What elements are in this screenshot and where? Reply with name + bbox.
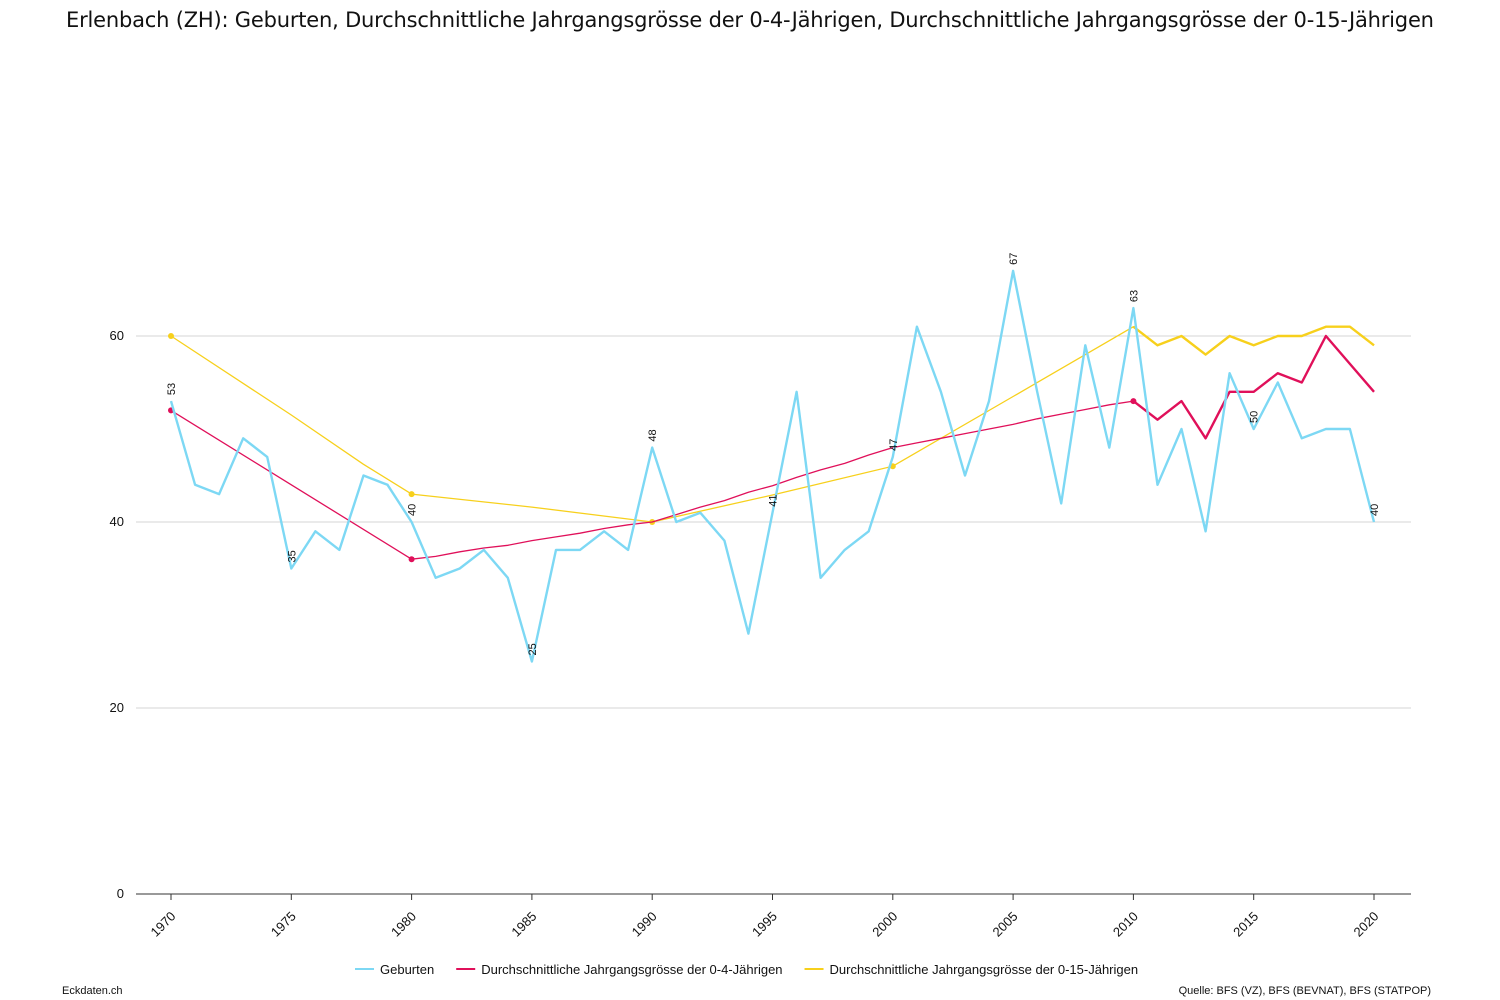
- x-tick-label: 2005: [990, 909, 1021, 940]
- series-line-avg015: [170, 326, 1375, 523]
- series-line-avg04: [170, 335, 1375, 560]
- legend-label-avg015: Durchschnittliche Jahrgangsgrösse der 0-…: [830, 962, 1139, 977]
- legend-label-geburten: Geburten: [380, 962, 434, 977]
- legend: Geburten Durchschnittliche Jahrgangsgröss…: [355, 962, 1138, 977]
- data-label: 53: [166, 383, 178, 395]
- legend-label-avg04: Durchschnittliche Jahrgangsgrösse der 0-…: [481, 962, 782, 977]
- y-tick-label: 0: [117, 886, 124, 901]
- data-labels: 53 35 40 25 48 41 47 67 63 50 40: [166, 253, 1381, 656]
- y-tick-label: 20: [110, 700, 124, 715]
- series-line-annual-avg04: [1132, 334, 1375, 440]
- x-tick-label: 1980: [388, 909, 419, 940]
- grid-lines: 0 20 40 60: [110, 328, 1411, 901]
- x-tick-label: 2000: [869, 909, 900, 940]
- data-label: 48: [647, 429, 659, 441]
- data-label: 41: [768, 494, 780, 506]
- x-tick-label: 1985: [508, 909, 539, 940]
- series-marker-avg015: [408, 491, 415, 498]
- data-label: 63: [1128, 290, 1140, 302]
- series-line-geburten: [169, 269, 1376, 663]
- x-tick-label: 1970: [147, 909, 178, 940]
- x-tick-label: 2020: [1350, 909, 1381, 940]
- x-axis: 1970 1975 1980 1985 1990 1995 2000 2005 2010 2015…: [147, 894, 1382, 940]
- data-label: 35: [286, 550, 298, 562]
- x-tick-label: 2015: [1230, 909, 1261, 940]
- series-layer: [168, 269, 1376, 663]
- footer-brand: Eckdaten.ch: [62, 985, 123, 997]
- data-label: 25: [527, 643, 539, 655]
- data-label: 50: [1249, 411, 1261, 423]
- x-tick-label: 2010: [1110, 909, 1141, 940]
- series-marker-avg015: [168, 333, 174, 339]
- chart-title: Erlenbach (ZH): Geburten, Durchschnittli…: [66, 8, 1434, 32]
- footer-source: Quelle: BFS (VZ), BFS (BEVNAT), BFS (STA…: [1178, 985, 1431, 997]
- y-tick-label: 60: [110, 328, 124, 343]
- data-label: 67: [1008, 253, 1020, 265]
- x-tick-label: 1995: [749, 909, 780, 940]
- data-label: 40: [407, 504, 419, 516]
- series-line-annual-avg015: [1132, 325, 1375, 356]
- series-marker-avg04: [408, 556, 415, 563]
- x-tick-label: 1975: [268, 909, 299, 940]
- series-marker-avg04: [1130, 398, 1137, 405]
- x-tick-label: 1990: [629, 909, 660, 940]
- data-label: 47: [888, 439, 900, 451]
- data-label: 40: [1369, 504, 1381, 516]
- y-tick-label: 40: [110, 514, 124, 529]
